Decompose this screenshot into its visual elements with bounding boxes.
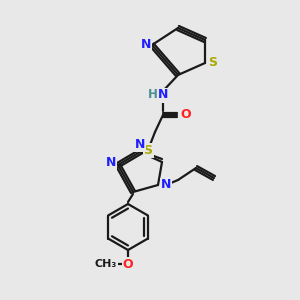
Text: N: N (135, 137, 145, 151)
Text: N: N (161, 178, 171, 191)
Text: H: H (148, 88, 158, 101)
Text: O: O (123, 257, 133, 271)
Text: N: N (141, 38, 151, 52)
Text: O: O (181, 109, 191, 122)
Text: N: N (106, 157, 116, 169)
Text: S: S (208, 56, 217, 70)
Text: CH₃: CH₃ (95, 259, 117, 269)
Text: N: N (158, 88, 168, 101)
Text: S: S (143, 143, 152, 157)
